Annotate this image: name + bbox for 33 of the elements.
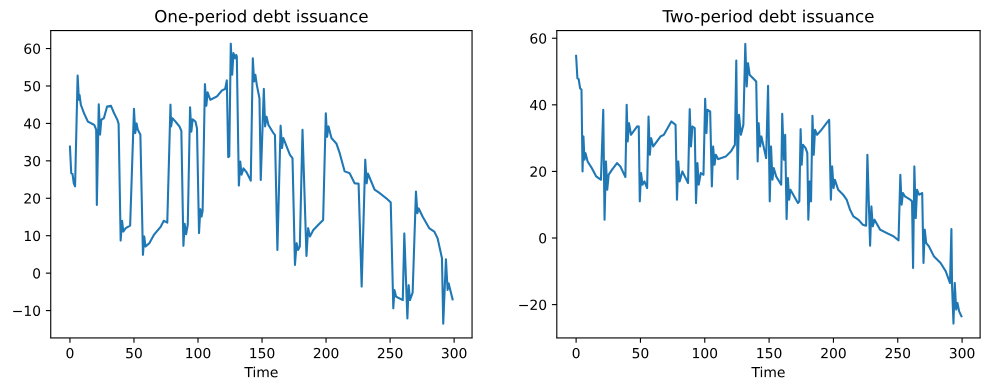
y-tick-label: 60 [24, 44, 40, 54]
y-tick-label: 30 [24, 156, 40, 166]
x-tick-label: 50 [126, 348, 142, 358]
x-tick-label: 250 [378, 348, 402, 358]
x-tick-label: 50 [632, 348, 648, 358]
line-series [575, 42, 962, 325]
x-axis-title: Time [244, 366, 278, 378]
x-tick-label: 100 [186, 348, 210, 358]
y-tick-label: 10 [24, 230, 40, 242]
y-tick-label: −20 [519, 300, 546, 310]
x-axis-title: Time [751, 366, 785, 378]
chart-title: Two-period debt issuance [662, 10, 874, 26]
y-tick-label: 20 [530, 166, 546, 177]
x-tick-label: 250 [886, 348, 910, 358]
y-tick-label: 40 [530, 100, 546, 110]
x-tick-label: 150 [757, 348, 782, 358]
y-tick-label: 0 [33, 268, 40, 279]
x-tick-label: 0 [66, 348, 74, 358]
x-tick-label: 150 [250, 348, 274, 358]
y-tick-label: −10 [13, 306, 40, 316]
x-tick-label: 300 [950, 348, 974, 358]
chart-title: One-period debt issuance [155, 10, 368, 26]
x-tick-label: 300 [442, 348, 466, 358]
x-tick-label: 0 [572, 348, 580, 358]
y-tick-label: 20 [24, 193, 40, 204]
y-tick-label: 50 [24, 80, 40, 92]
y-tick-label: 60 [530, 33, 546, 44]
x-tick-label: 200 [821, 348, 846, 358]
x-tick-label: 100 [693, 348, 718, 358]
x-tick-label: 200 [314, 348, 338, 358]
line-series [68, 42, 454, 325]
y-tick-label: 0 [539, 232, 546, 244]
y-tick-label: 40 [24, 118, 40, 129]
